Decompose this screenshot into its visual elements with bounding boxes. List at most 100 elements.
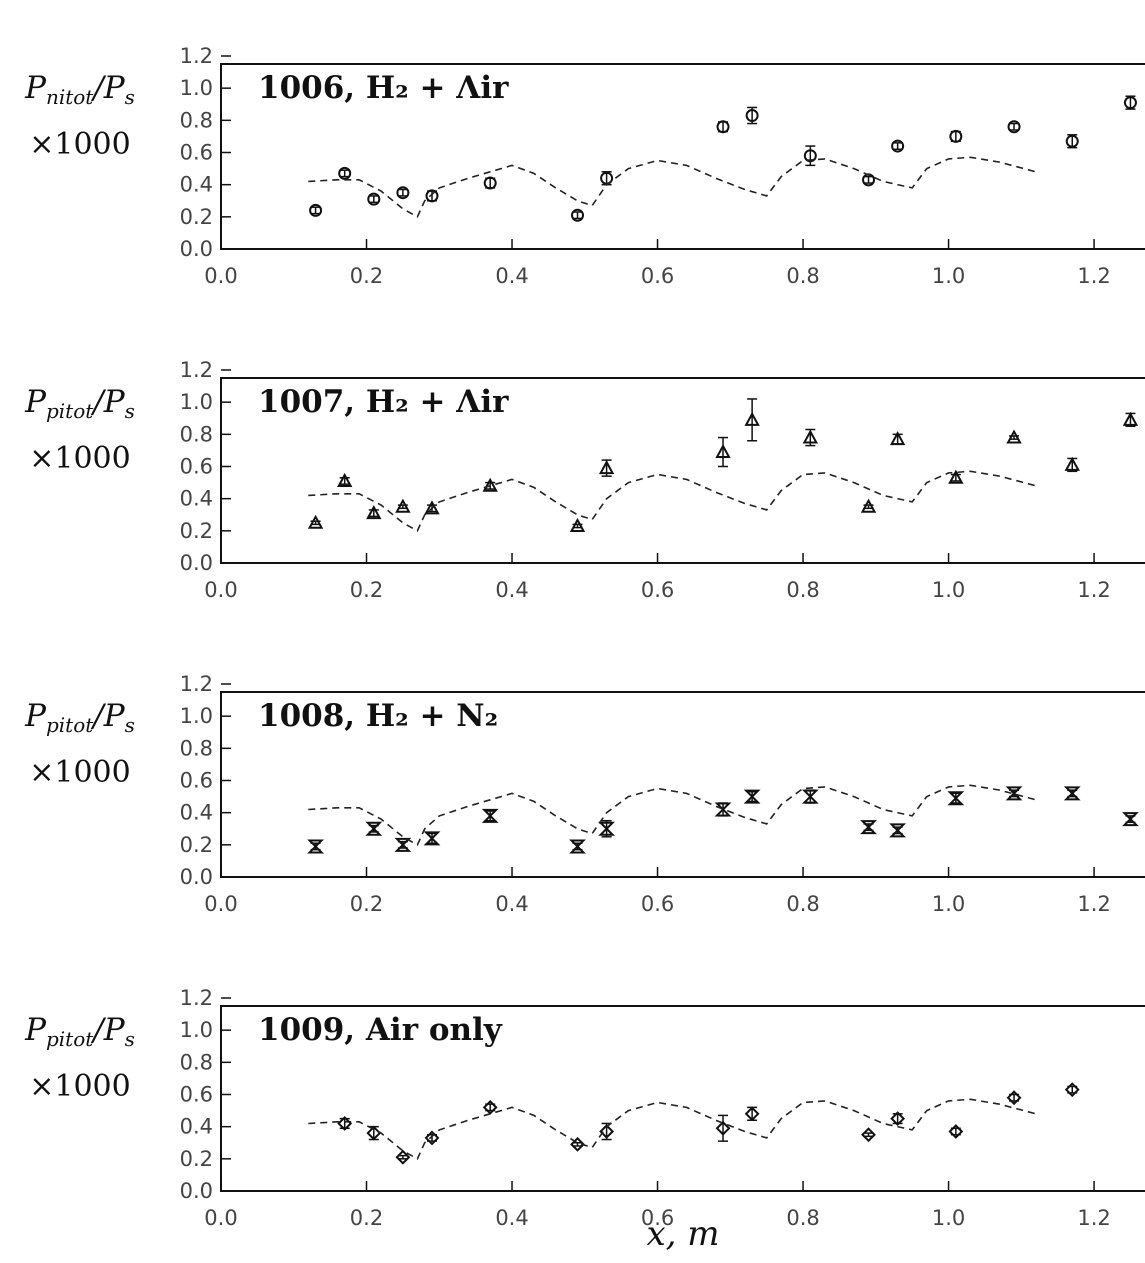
y-tick-label: 1.0 bbox=[180, 704, 213, 728]
panel-title: 1009, Air only bbox=[258, 1012, 503, 1048]
data-point bbox=[715, 436, 731, 468]
data-marker bbox=[1123, 96, 1137, 110]
data-marker bbox=[716, 120, 730, 134]
y-tick-label: 0.6 bbox=[180, 769, 213, 793]
y-tick-label: 0.0 bbox=[180, 1179, 213, 1203]
data-point bbox=[891, 139, 905, 153]
y-tick-label: 0.0 bbox=[180, 865, 213, 889]
data-point bbox=[889, 431, 906, 446]
data-point bbox=[801, 789, 819, 804]
model-curve bbox=[308, 784, 1037, 846]
data-point bbox=[365, 821, 383, 836]
y-tick-label: 0.2 bbox=[180, 833, 213, 857]
data-marker bbox=[743, 789, 761, 804]
data-marker bbox=[803, 149, 817, 163]
data-marker bbox=[801, 789, 819, 804]
y-axis-label: Ppitot/Ps bbox=[24, 698, 135, 737]
data-point bbox=[890, 1111, 906, 1127]
data-marker bbox=[802, 429, 819, 444]
y-tick-label: 0.8 bbox=[180, 422, 213, 446]
data-marker bbox=[714, 802, 732, 817]
data-point bbox=[744, 398, 760, 442]
data-point bbox=[715, 1114, 731, 1142]
data-marker bbox=[949, 129, 963, 143]
plot-frame bbox=[220, 377, 1145, 564]
data-point bbox=[948, 469, 964, 484]
x-tick-label: 0.4 bbox=[495, 892, 528, 916]
y-tick-label: 0.4 bbox=[180, 801, 213, 825]
x-tick-label: 0.2 bbox=[350, 892, 383, 916]
data-marker bbox=[860, 498, 877, 513]
y-tick-label: 1.2 bbox=[180, 672, 213, 696]
plot-frame bbox=[220, 63, 1145, 250]
data-marker bbox=[367, 192, 381, 206]
data-marker bbox=[889, 431, 906, 446]
y-tick-label: 0.6 bbox=[180, 1083, 213, 1107]
data-marker bbox=[366, 1125, 382, 1141]
data-marker bbox=[425, 189, 439, 203]
y-axis-label-line2: ×1000 bbox=[29, 127, 130, 162]
x-tick-label: 1.2 bbox=[1077, 892, 1110, 916]
y-axis-label: Ppitot/Ps bbox=[24, 1012, 135, 1051]
y-tick-label: 0.4 bbox=[180, 487, 213, 511]
x-tick-label: 0.8 bbox=[786, 1206, 819, 1230]
y-axis-label: Ppitot/Ps bbox=[24, 384, 135, 423]
x-tick-label: 0.0 bbox=[204, 578, 237, 602]
data-marker bbox=[744, 1106, 760, 1122]
panel-1007: 0.0 0.2 0.4 0.6 0.8 1.0 1.2 0.0 0.2 0.4 0.6 0.8 1.0 1… bbox=[24, 358, 1145, 602]
x-tick-label: 1.0 bbox=[932, 892, 965, 916]
data-point bbox=[1123, 95, 1137, 110]
data-point bbox=[569, 839, 586, 854]
x-tick-label: 0.6 bbox=[641, 264, 674, 288]
data-point bbox=[481, 808, 499, 823]
data-marker bbox=[365, 821, 383, 836]
data-point bbox=[394, 837, 412, 852]
data-point bbox=[598, 819, 616, 838]
data-point bbox=[395, 498, 411, 513]
data-marker bbox=[890, 1111, 906, 1127]
x-tick-label: 0.0 bbox=[204, 264, 237, 288]
data-point bbox=[569, 517, 586, 533]
data-marker bbox=[861, 1127, 876, 1143]
y-tick-label: 1.0 bbox=[180, 390, 213, 414]
data-marker bbox=[482, 477, 498, 492]
y-tick-label: 0.8 bbox=[180, 108, 213, 132]
data-point bbox=[395, 1149, 411, 1165]
data-marker bbox=[366, 505, 382, 520]
data-marker bbox=[1064, 1082, 1080, 1098]
data-point bbox=[366, 505, 382, 520]
data-marker bbox=[571, 208, 585, 222]
data-marker bbox=[395, 498, 411, 513]
data-marker bbox=[715, 443, 731, 459]
data-marker bbox=[307, 514, 324, 529]
data-point bbox=[861, 1127, 876, 1143]
y-axis-label-line2: ×1000 bbox=[29, 755, 130, 790]
data-marker bbox=[424, 500, 440, 515]
y-tick-label: 0.4 bbox=[180, 173, 213, 197]
x-tick-label: 0.2 bbox=[350, 1206, 383, 1230]
data-point bbox=[1005, 786, 1023, 801]
data-marker bbox=[569, 517, 586, 533]
data-point bbox=[802, 428, 819, 447]
data-marker bbox=[1065, 134, 1079, 148]
data-marker bbox=[337, 472, 353, 487]
data-marker bbox=[569, 839, 586, 854]
y-tick-label: 1.0 bbox=[180, 1018, 213, 1042]
data-point bbox=[338, 166, 352, 180]
y-tick-label: 0.0 bbox=[180, 551, 213, 575]
data-point bbox=[1065, 134, 1079, 149]
data-point bbox=[1006, 429, 1022, 444]
x-tick-label: 1.0 bbox=[932, 1206, 965, 1230]
data-marker bbox=[1005, 786, 1023, 801]
data-marker bbox=[1006, 429, 1022, 444]
data-point bbox=[714, 802, 732, 817]
data-point bbox=[337, 472, 353, 487]
y-axis-label-line2: ×1000 bbox=[29, 441, 130, 476]
data-marker bbox=[889, 823, 907, 838]
y-tick-label: 1.2 bbox=[180, 44, 213, 68]
data-point bbox=[424, 1130, 440, 1146]
data-marker bbox=[948, 1124, 964, 1139]
data-point bbox=[1006, 1090, 1022, 1106]
x-tick-label: 0.0 bbox=[204, 892, 237, 916]
